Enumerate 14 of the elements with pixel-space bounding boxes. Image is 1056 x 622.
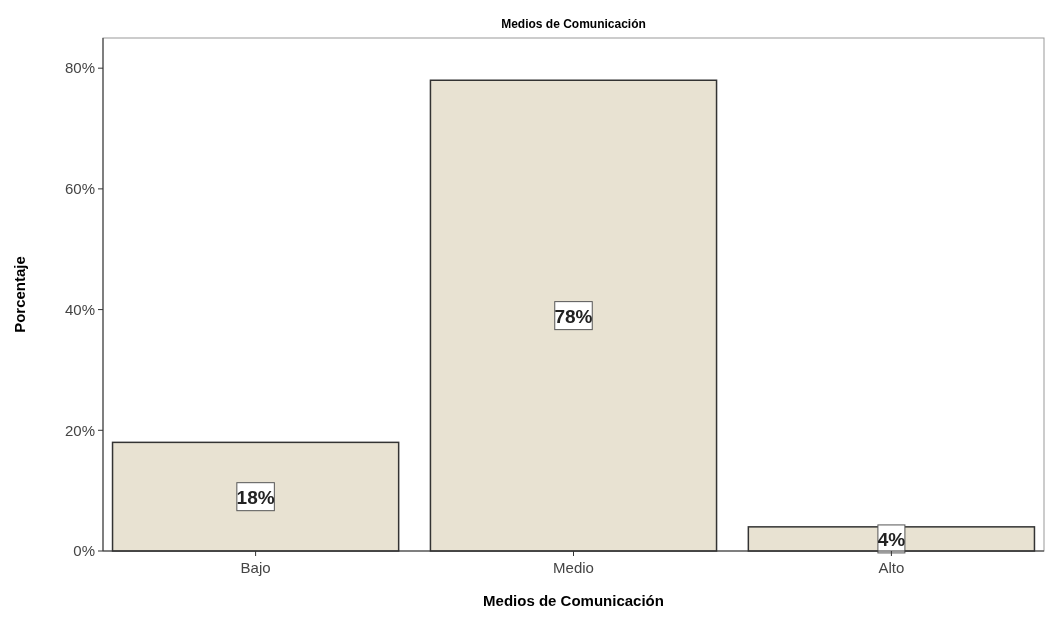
y-tick-label: 80% <box>64 59 95 77</box>
data-label: 4% <box>877 528 906 550</box>
x-tick-label: Medio <box>553 559 594 576</box>
x-tick-label: Alto <box>878 559 905 576</box>
y-axis-title: Porcentaje <box>11 256 28 333</box>
data-label: 18% <box>236 486 275 508</box>
y-tick-label: 60% <box>64 180 95 198</box>
chart-title: Medios de Comunicación <box>501 17 646 31</box>
x-axis-title: Medios de Comunicación <box>483 592 664 609</box>
y-tick-label: 20% <box>64 421 95 439</box>
x-tick-label: Bajo <box>240 559 271 576</box>
y-tick-label: 40% <box>64 300 95 318</box>
y-tick-label: 0% <box>73 542 95 560</box>
data-label: 78% <box>554 305 593 327</box>
